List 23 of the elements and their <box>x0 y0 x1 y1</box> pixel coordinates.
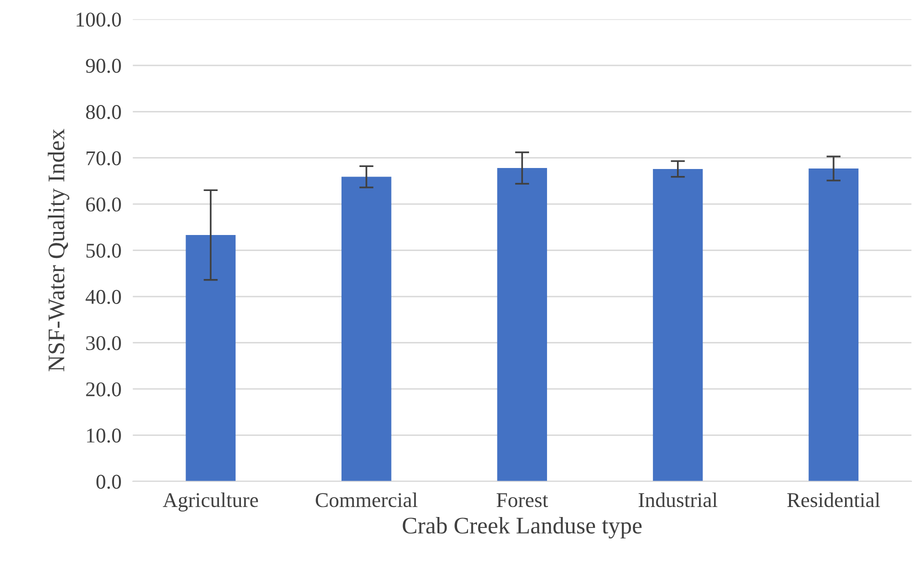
y-tick-label: 0.0 <box>96 474 121 489</box>
x-tick-label: Forest <box>496 493 548 508</box>
x-tick-label: Agriculture <box>162 492 258 512</box>
bar <box>186 235 236 482</box>
y-tick-label: 60.0 <box>86 197 121 212</box>
y-tick-label: 10.0 <box>87 428 121 443</box>
x-tick-label: Residential <box>787 492 880 508</box>
y-tick-label: 80.0 <box>86 105 121 120</box>
bar <box>652 168 703 482</box>
y-tick-label: 100.0 <box>76 12 121 27</box>
y-axis-title: NSF-Water Quality Index <box>48 128 70 372</box>
y-tick-label: 40.0 <box>86 290 121 304</box>
y-tick-label: 70.0 <box>86 151 121 166</box>
y-tick-label: 30.0 <box>86 336 121 350</box>
bar <box>341 176 392 482</box>
y-tick-label: 50.0 <box>86 244 121 258</box>
x-tick-label: Commercial <box>316 492 418 508</box>
bar <box>497 168 548 482</box>
x-tick-label: Industrial <box>638 492 718 508</box>
bar <box>808 168 858 482</box>
y-tick-label: 20.0 <box>86 382 121 396</box>
y-tick-label: 90.0 <box>86 58 121 73</box>
x-axis-title: Crab Creek Landuse type <box>402 517 642 538</box>
